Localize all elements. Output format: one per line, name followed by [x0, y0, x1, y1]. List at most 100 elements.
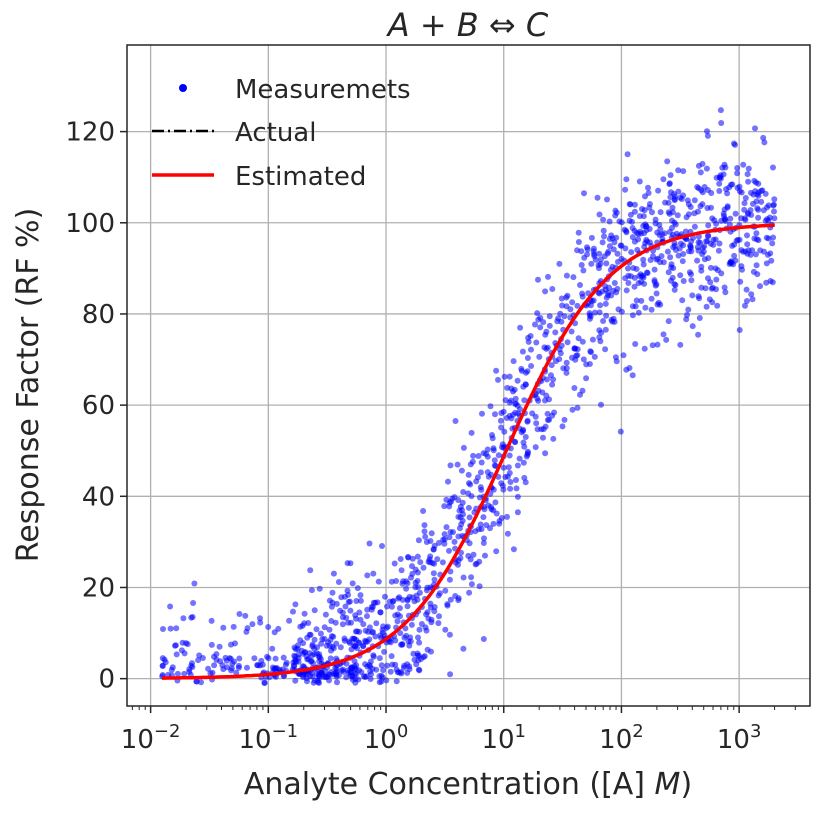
measurement-point [673, 230, 680, 237]
measurement-point [402, 625, 409, 632]
measurement-point [314, 644, 321, 651]
measurement-point [505, 464, 512, 471]
measurement-point [563, 369, 570, 376]
measurement-point [507, 485, 514, 492]
actual-curve [162, 223, 775, 680]
measurement-point [629, 372, 636, 379]
measurement-point [694, 257, 701, 264]
measurement-point [406, 593, 413, 600]
measurement-point [305, 620, 312, 626]
measurement-point [732, 210, 739, 217]
measurement-point [524, 448, 531, 455]
measurement-point [753, 262, 760, 269]
x-axis: 10−2 10−1 100 101 102 103 [121, 706, 796, 755]
measurement-point [388, 603, 395, 610]
measurement-point [472, 561, 479, 568]
measurement-point [397, 556, 404, 562]
measurement-point [493, 367, 500, 374]
measurement-point [683, 214, 690, 221]
measurement-point [316, 679, 323, 686]
measurement-point [347, 607, 354, 614]
measurement-point [559, 302, 566, 309]
measurement-point [323, 642, 330, 649]
measurement-point [734, 184, 741, 191]
measurement-point [415, 634, 421, 641]
measurement-point [563, 272, 570, 279]
measurement-point [504, 473, 511, 480]
measurement-point [518, 365, 525, 372]
measurement-point [763, 234, 770, 241]
measurement-point [600, 216, 607, 223]
measurement-point [408, 574, 414, 581]
measurement-point [716, 180, 723, 187]
measurement-point [560, 365, 567, 372]
measurement-point [416, 667, 423, 674]
measurement-point [367, 676, 374, 682]
measurement-point [513, 477, 519, 483]
measurement-point [514, 493, 521, 500]
measurement-point [445, 478, 451, 485]
measurement-point [343, 674, 350, 681]
measurement-point [519, 348, 526, 355]
measurement-point [579, 338, 586, 345]
measurement-point [423, 611, 430, 618]
measurement-point [398, 567, 405, 574]
measurement-point [333, 600, 340, 607]
measurement-point [493, 548, 500, 555]
measurement-point [571, 345, 578, 352]
measurement-point [628, 249, 635, 256]
measurement-point [704, 238, 711, 245]
measurement-point [707, 264, 714, 271]
measurement-point [416, 626, 423, 633]
measurement-point [498, 424, 505, 431]
measurement-point [330, 645, 337, 652]
measurement-point [638, 297, 645, 304]
measurement-point [623, 287, 630, 294]
measurement-point [343, 660, 350, 667]
measurement-point [365, 628, 372, 635]
measurement-point [622, 275, 629, 282]
chart-title: A + B ⇔ C [386, 6, 549, 44]
measurement-point [313, 670, 320, 677]
measurement-point [721, 161, 728, 168]
measurement-point [713, 174, 720, 181]
measurement-point [457, 514, 464, 521]
measurement-point [771, 196, 778, 203]
measurement-point [687, 244, 694, 251]
measurement-point [748, 291, 755, 298]
measurement-point [468, 493, 475, 500]
measurement-point [588, 260, 595, 267]
measurement-point [631, 283, 638, 290]
measurement-point [388, 653, 395, 660]
measurement-point [662, 199, 669, 206]
measurement-point [698, 187, 705, 194]
measurement-point [379, 543, 385, 549]
measurement-point [211, 662, 218, 669]
measurement-point [663, 336, 670, 343]
measurement-point [641, 345, 648, 352]
measurement-point [435, 592, 442, 599]
measurement-point [702, 285, 709, 292]
measurement-point [536, 353, 543, 360]
measurement-point [446, 631, 453, 638]
measurement-point [328, 603, 335, 610]
measurement-point [649, 209, 655, 216]
measurement-point [424, 646, 431, 653]
measurement-point [377, 632, 384, 639]
y-tick-label: 60 [82, 391, 115, 421]
measurement-point [460, 489, 467, 495]
measurement-point [626, 201, 633, 208]
measurement-point [533, 339, 540, 346]
measurement-point [689, 323, 696, 330]
measurement-point [609, 235, 616, 242]
measurement-point [500, 408, 507, 415]
measurement-point [451, 538, 458, 545]
measurement-point [488, 506, 495, 513]
measurement-point [695, 331, 702, 338]
measurement-point [508, 397, 515, 404]
measurement-point [596, 290, 603, 297]
measurement-point [660, 176, 667, 183]
measurement-point [587, 313, 594, 320]
y-tick-label: 0 [98, 665, 115, 695]
measurement-point [265, 624, 272, 630]
